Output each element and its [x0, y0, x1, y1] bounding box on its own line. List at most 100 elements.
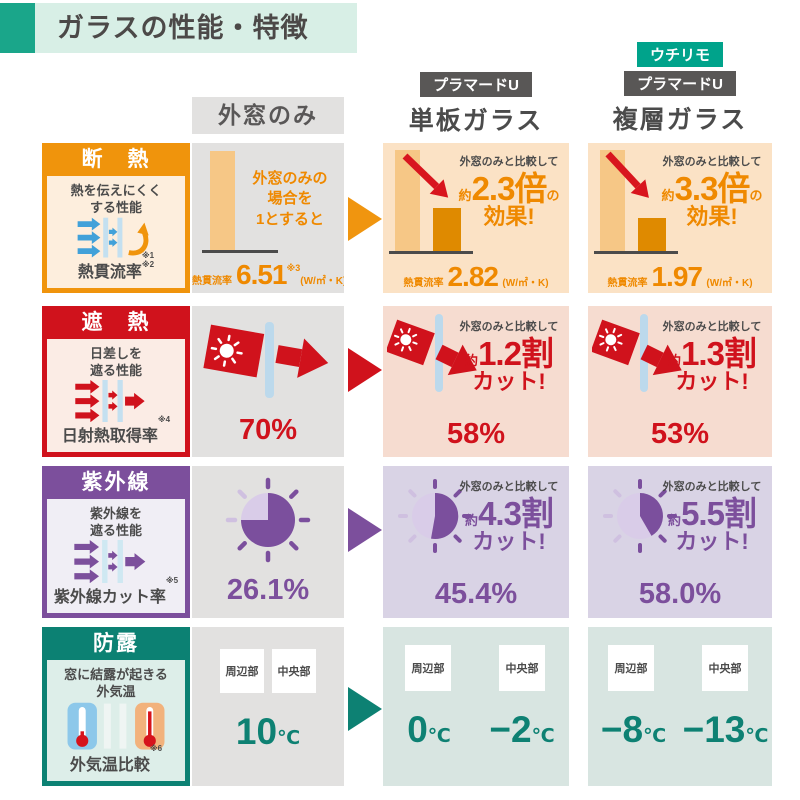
effect-text: 外窓のみと比較して 約5.5割 カット!	[654, 478, 770, 554]
cell-shading-single: 外窓のみと比較して 約1.2割 カット! 58%	[383, 306, 569, 457]
metric-footnotes: ※5	[165, 576, 179, 585]
sun-pie-icon	[603, 479, 677, 553]
arrow-right-icon-uv	[348, 508, 382, 552]
category-title-shading: 遮 熱	[81, 311, 151, 334]
metric-label-dew: 外気温比較 ※6	[69, 744, 162, 775]
u-value-label: 熱貫流率	[607, 278, 648, 289]
approx: 約	[465, 513, 479, 528]
dew-outer-value: 10℃	[192, 713, 344, 750]
column-title-single-glass: 単板ガラス	[408, 107, 544, 135]
baseline-bar-chart-icon	[202, 151, 278, 253]
category-title-dew: 防露	[93, 632, 139, 655]
edge-part-box: 周辺部	[608, 645, 654, 691]
center-part-box: 中央部	[272, 649, 316, 693]
edge-part-box: 周辺部	[220, 649, 264, 693]
brand-badge-plamado-u-single: プラマードU	[420, 72, 532, 97]
uv-block-arrows-icon	[74, 539, 146, 583]
effect-value: 3.3倍	[674, 170, 751, 207]
metric-footnotes: ※6	[149, 744, 163, 753]
column-title-double-glass: 複層ガラス	[612, 106, 748, 134]
cell-insulation-single: 外窓のみと比較して 約2.3倍の 効果! 熱貫流率 2.82 (W/㎡・K)	[383, 143, 569, 293]
degree-unit: ℃	[745, 726, 769, 747]
metric-label-uv: 紫外線カット率 ※5	[53, 576, 178, 607]
center-part-box: 中央部	[702, 645, 748, 691]
effect-text: 外窓のみと比較して 約2.3倍の 効果!	[451, 153, 567, 229]
cell-insulation-outer: 外窓のみの 場合を 1とすると 熱貫流率 6.51※3 (W/㎡・K)	[192, 143, 344, 293]
u-value: 2.82	[447, 261, 498, 292]
sunlight-through-glass-icon	[203, 322, 329, 398]
title-accent-square	[0, 3, 35, 53]
temperature: 0	[407, 709, 428, 750]
metric-label-insulation: 熱貫流率※1 ※2	[77, 251, 154, 282]
category-desc-uv: 紫外線を 遮る性能	[89, 506, 142, 538]
edge-part-box: 周辺部	[405, 645, 451, 691]
uv-double-value: 58.0%	[638, 578, 722, 610]
metric-footnotes: ※4	[157, 415, 171, 424]
u-value-line: 熱貫流率 6.51※3 (W/㎡・K)	[192, 259, 344, 291]
effect-suffix: の	[749, 188, 763, 203]
compare-note: 外窓のみと比較して	[662, 156, 762, 168]
compare-note: 外窓のみと比較して	[662, 481, 762, 493]
category-title-insulation: 断 熱	[81, 148, 151, 171]
metric-text: 外気温比較	[69, 757, 150, 774]
effect-value: 5.5割	[681, 495, 757, 532]
effect-text: 外窓のみと比較して 約1.3割 カット!	[654, 318, 770, 394]
effect-word: カット!	[675, 369, 749, 394]
sunlight-cut-icon	[592, 314, 682, 392]
compare-note: 外窓のみと比較して	[459, 321, 559, 333]
effect-value: 1.2割	[478, 335, 554, 372]
u-value-line: 熱貫流率 2.82 (W/㎡・K)	[383, 261, 569, 293]
category-cell-uv: 紫外線 紫外線を 遮る性能 紫外線カット率 ※5	[42, 466, 190, 618]
cell-insulation-double: 外窓のみと比較して 約3.3倍の 効果! 熱貫流率 1.97 (W/㎡・K)	[588, 143, 772, 293]
approx: 約	[661, 188, 675, 203]
comparison-bar-chart-icon	[594, 150, 678, 254]
approx: 約	[458, 188, 472, 203]
compare-note: 外窓のみと比較して	[459, 156, 559, 168]
cell-dew-double: 周辺部 中央部 −8℃ −13℃	[588, 627, 772, 786]
dew-single-center-value: −2℃	[475, 711, 569, 748]
effect-word: カット!	[675, 529, 749, 554]
effect-value: 2.3倍	[471, 170, 548, 207]
degree-unit: ℃	[277, 728, 301, 749]
degree-unit: ℃	[643, 726, 667, 747]
u-value-unit: (W/㎡・K)	[300, 276, 344, 287]
effect-text: 外窓のみと比較して 約3.3倍の 効果!	[654, 153, 770, 229]
degree-unit: ℃	[427, 726, 451, 747]
shading-double-value: 53%	[650, 418, 710, 450]
category-desc-dew: 窓に結露が起きる 外気温	[64, 667, 168, 699]
temperature: −13	[682, 709, 746, 750]
approx: 約	[668, 353, 682, 368]
metric-text: 熱貫流率	[77, 264, 142, 281]
effect-value: 4.3割	[478, 495, 554, 532]
effect-word: 効果!	[686, 204, 738, 229]
metric-text: 紫外線カット率	[53, 589, 166, 606]
category-desc-shading: 日差しを 遮る性能	[89, 346, 142, 378]
approx: 約	[668, 513, 682, 528]
arrow-right-icon-shading	[348, 348, 382, 392]
sun-pie-icon	[398, 479, 472, 553]
metric-text: 日射熱取得率	[61, 428, 158, 445]
u-value-label: 熱貫流率	[192, 276, 232, 287]
category-cell-insulation: 断 熱 熱を伝えにくく する性能 熱貫流率※1 ※2	[42, 143, 190, 293]
center-part-box: 中央部	[499, 645, 545, 691]
cell-shading-double: 外窓のみと比較して 約1.3割 カット! 53%	[588, 306, 772, 457]
category-cell-shading: 遮 熱 日差しを 遮る性能 日射熱取得率 ※4	[42, 306, 190, 457]
u-value: 1.97	[651, 261, 702, 292]
metric-label-shading: 日射熱取得率 ※4	[61, 415, 170, 446]
u-value-label: 熱貫流率	[403, 278, 444, 289]
u-value-footnote: ※3	[286, 263, 301, 273]
compare-note: 外窓のみと比較して	[459, 481, 559, 493]
effect-value: 1.3割	[681, 335, 757, 372]
thermometers-icon	[67, 702, 165, 750]
sun-block-arrows-icon	[75, 379, 145, 422]
shading-outer-value: 70%	[238, 414, 298, 446]
u-value-unit: (W/㎡・K)	[706, 278, 753, 289]
arrow-right-icon-insulation	[348, 197, 382, 241]
sun-pie-icon	[225, 477, 311, 563]
temperature: −2	[489, 709, 532, 750]
effect-word: カット!	[472, 369, 546, 394]
compare-note: 外窓のみと比較して	[662, 321, 762, 333]
effect-word: カット!	[472, 529, 546, 554]
uv-outer-value: 26.1%	[226, 574, 310, 606]
effect-suffix: の	[546, 188, 560, 203]
